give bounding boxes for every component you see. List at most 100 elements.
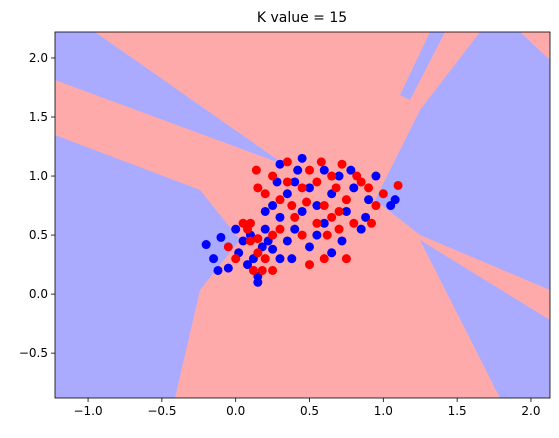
point	[319, 218, 329, 228]
point	[378, 189, 388, 199]
point	[282, 177, 292, 187]
point	[305, 242, 315, 252]
point	[201, 240, 211, 250]
point	[245, 218, 255, 228]
point	[253, 234, 263, 244]
point	[361, 212, 371, 222]
point	[275, 159, 285, 169]
point	[253, 277, 263, 287]
plot-frame	[54, 31, 551, 399]
point	[238, 236, 248, 246]
point	[260, 206, 270, 216]
point	[316, 157, 326, 167]
point	[245, 236, 255, 246]
point	[305, 183, 315, 193]
point	[290, 177, 300, 187]
point	[337, 159, 347, 169]
region-blue	[420, 240, 550, 398]
point	[268, 201, 278, 211]
point	[297, 153, 307, 163]
point	[275, 212, 285, 222]
x-tick-label: 1.5	[448, 404, 467, 418]
point	[251, 165, 261, 175]
point	[341, 195, 351, 205]
point	[213, 265, 223, 275]
point	[352, 171, 362, 181]
x-tick-label: 0.0	[226, 404, 245, 418]
point	[248, 265, 258, 275]
point	[268, 244, 278, 254]
point	[371, 201, 381, 211]
x-tick-label: 2.0	[521, 404, 540, 418]
point	[334, 171, 344, 181]
point	[268, 230, 278, 240]
x-tick-label: −0.5	[147, 404, 176, 418]
point	[356, 224, 366, 234]
point	[275, 195, 285, 205]
point	[334, 206, 344, 216]
points	[201, 153, 403, 287]
x-tick-label: 1.0	[374, 404, 393, 418]
point	[268, 171, 278, 181]
y-tick-label: 1.0	[29, 169, 48, 183]
region-blue	[55, 32, 285, 165]
point	[322, 230, 332, 240]
point	[293, 165, 303, 175]
point	[312, 177, 322, 187]
point	[223, 263, 233, 273]
point	[290, 212, 300, 222]
point	[349, 183, 359, 193]
y-tick-label: 0.0	[29, 287, 48, 301]
point	[275, 224, 285, 234]
region-blue	[375, 32, 550, 290]
point	[327, 212, 337, 222]
point	[253, 183, 263, 193]
point	[302, 197, 312, 207]
point	[367, 218, 377, 228]
point	[275, 254, 285, 264]
point	[231, 254, 241, 264]
point	[334, 224, 344, 234]
region-blue	[55, 135, 240, 398]
y-tick-label: 1.5	[29, 110, 48, 124]
point	[393, 180, 403, 190]
point	[223, 242, 233, 252]
point	[327, 248, 337, 258]
point	[312, 201, 322, 211]
point	[257, 265, 267, 275]
chart-title: K value = 15	[257, 10, 347, 26]
point	[327, 171, 337, 181]
point	[268, 265, 278, 275]
point	[231, 224, 241, 234]
region-blue	[400, 32, 445, 100]
point	[331, 183, 341, 193]
y-tick-label: 2.0	[29, 51, 48, 65]
point	[349, 218, 359, 228]
x-tick-label: −1.0	[73, 404, 102, 418]
point	[341, 206, 351, 216]
point	[282, 189, 292, 199]
point	[364, 195, 374, 205]
point	[305, 165, 315, 175]
point	[341, 254, 351, 264]
point	[305, 260, 315, 270]
point	[282, 157, 292, 167]
point	[371, 171, 381, 181]
point	[297, 230, 307, 240]
x-tick-label: 0.5	[300, 404, 319, 418]
point	[319, 201, 329, 211]
decision-regions	[55, 32, 550, 398]
point	[312, 218, 322, 228]
point	[364, 183, 374, 193]
point	[287, 201, 297, 211]
y-tick-label: −0.5	[19, 346, 48, 360]
point	[260, 189, 270, 199]
point	[319, 165, 329, 175]
point	[346, 165, 356, 175]
point	[260, 224, 270, 234]
point	[297, 183, 307, 193]
point	[297, 206, 307, 216]
point	[260, 254, 270, 264]
